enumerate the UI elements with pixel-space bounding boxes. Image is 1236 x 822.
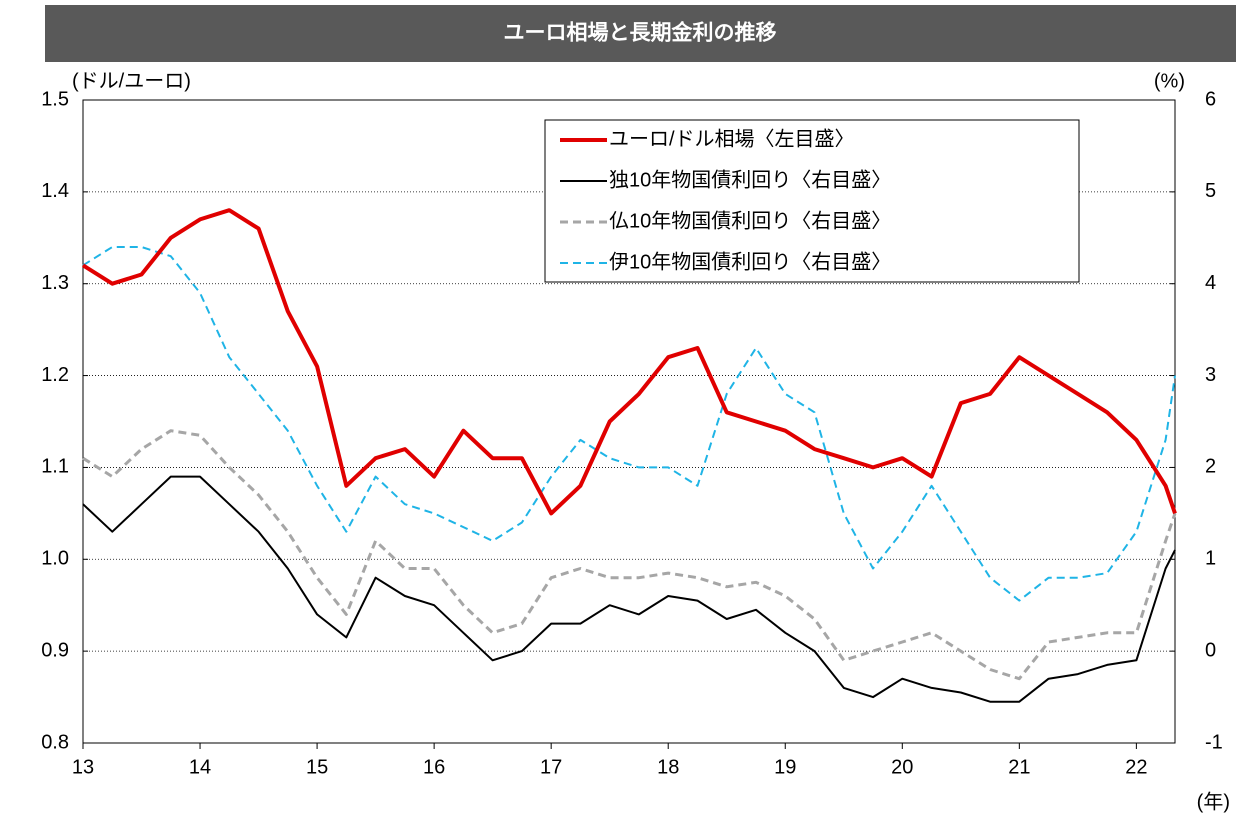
x-tick-label: 19 bbox=[774, 756, 796, 778]
y-tick-label: 1.5 bbox=[41, 88, 69, 110]
x-tick-label: 13 bbox=[72, 756, 94, 778]
y2-tick-label: -1 bbox=[1205, 731, 1223, 753]
legend-label: 仏10年物国債利回り〈右目盛〉 bbox=[609, 209, 891, 232]
series-line bbox=[82, 246, 1176, 602]
x-tick-label: 20 bbox=[891, 756, 913, 778]
y-axis-label: (ドル/ユーロ) bbox=[72, 70, 191, 92]
series-line bbox=[82, 475, 1176, 703]
y2-tick-label: 0 bbox=[1205, 639, 1216, 661]
x-tick-label: 18 bbox=[657, 756, 679, 778]
x-tick-label: 14 bbox=[189, 756, 211, 778]
y-tick-label: 1.4 bbox=[41, 180, 69, 202]
series-line bbox=[82, 429, 1177, 681]
x-tick-label: 17 bbox=[540, 756, 562, 778]
x-axis-label: (年) bbox=[1197, 790, 1230, 813]
y-tick-label: 0.9 bbox=[41, 639, 69, 661]
y2-axis-label: (%) bbox=[1154, 70, 1185, 92]
y2-tick-label: 6 bbox=[1205, 88, 1216, 110]
y-tick-label: 1.0 bbox=[41, 548, 69, 570]
y2-tick-label: 2 bbox=[1205, 456, 1216, 478]
y2-tick-label: 1 bbox=[1205, 548, 1216, 570]
y-tick-label: 0.8 bbox=[41, 731, 69, 753]
series-line bbox=[81, 208, 1177, 516]
y-tick-label: 1.3 bbox=[41, 272, 69, 294]
legend-label: ユーロ/ドル相場〈左目盛〉 bbox=[609, 127, 855, 150]
chart-title: ユーロ相場と長期金利の推移 bbox=[504, 21, 777, 45]
y-tick-label: 1.2 bbox=[41, 364, 69, 386]
plot-frame bbox=[82, 99, 1176, 744]
y-tick-label: 1.1 bbox=[41, 456, 69, 478]
y2-tick-label: 4 bbox=[1205, 272, 1216, 294]
title-bar bbox=[45, 5, 1236, 62]
x-tick-label: 21 bbox=[1008, 756, 1030, 778]
legend-box bbox=[544, 119, 1080, 283]
legend-label: 伊10年物国債利回り〈右目盛〉 bbox=[609, 250, 891, 273]
x-tick-label: 15 bbox=[306, 756, 328, 778]
x-tick-label: 16 bbox=[423, 756, 445, 778]
x-tick-label: 22 bbox=[1125, 756, 1147, 778]
y2-tick-label: 3 bbox=[1205, 364, 1216, 386]
y2-tick-label: 5 bbox=[1205, 180, 1216, 202]
legend-label: 独10年物国債利回り〈右目盛〉 bbox=[609, 168, 891, 191]
